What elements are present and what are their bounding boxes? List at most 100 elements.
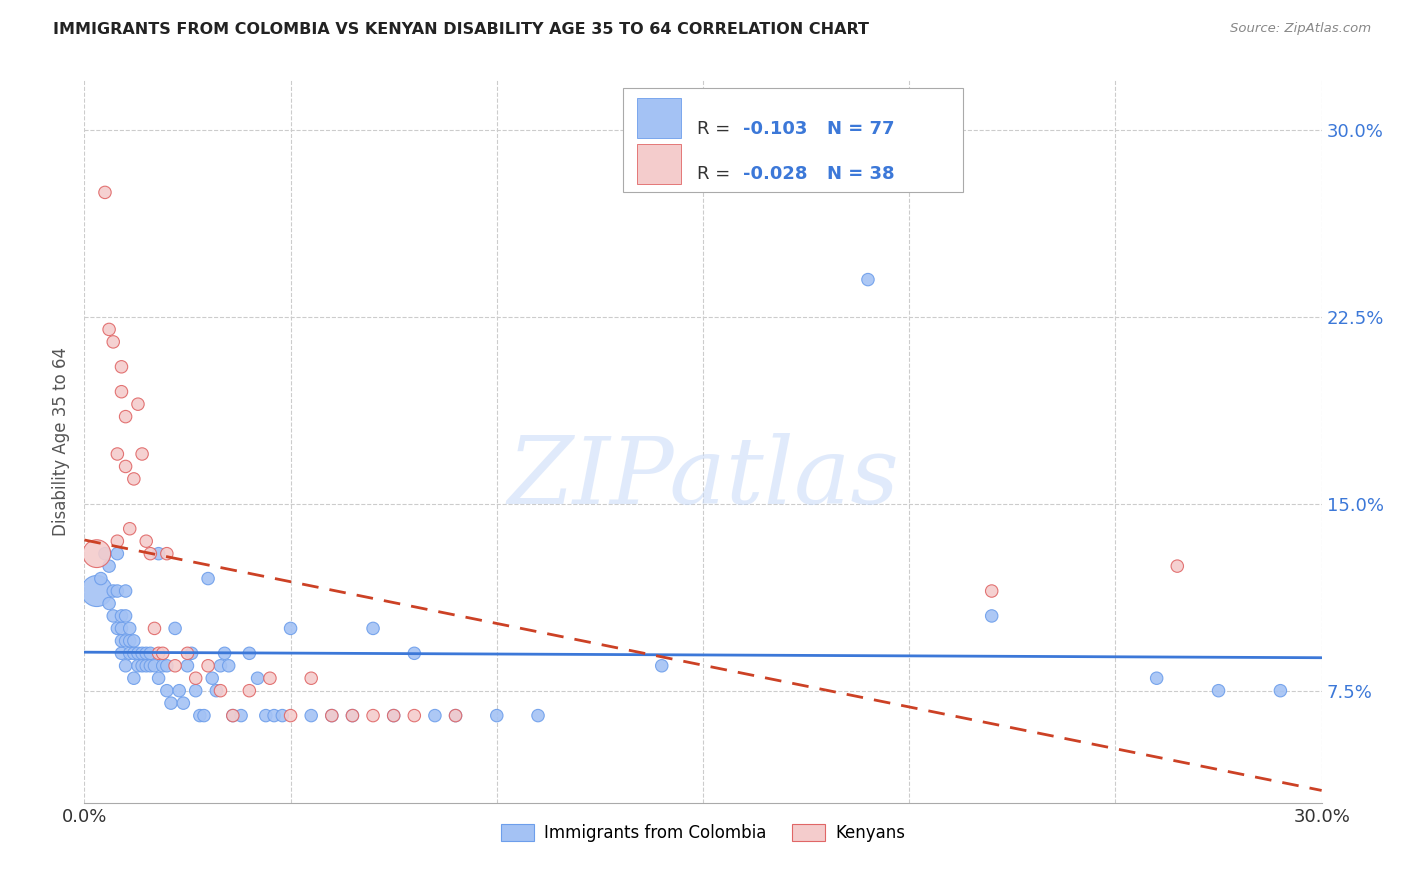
Point [86, 547, 108, 561]
Point [361, 621, 384, 635]
Point [222, 708, 245, 723]
Point [1208, 683, 1230, 698]
Point [271, 708, 294, 723]
Point [197, 572, 219, 586]
Point [1270, 683, 1292, 698]
Point [148, 646, 170, 660]
Point [280, 621, 302, 635]
Point [143, 658, 166, 673]
Point [122, 633, 145, 648]
Point [321, 708, 343, 723]
Point [1166, 559, 1188, 574]
Point [152, 658, 174, 673]
Point [160, 696, 183, 710]
Point [98, 597, 121, 611]
Point [156, 658, 179, 673]
Point [94, 547, 117, 561]
Point [127, 646, 149, 660]
Point [299, 671, 322, 685]
Text: IMMIGRANTS FROM COLOMBIA VS KENYAN DISABILITY AGE 35 TO 64 CORRELATION CHART: IMMIGRANTS FROM COLOMBIA VS KENYAN DISAB… [53, 22, 869, 37]
Point [180, 646, 202, 660]
Point [856, 272, 879, 286]
Y-axis label: Disability Age 35 to 64: Disability Age 35 to 64 [52, 347, 70, 536]
Point [135, 658, 157, 673]
Point [86, 584, 108, 599]
Point [94, 186, 117, 200]
Point [382, 708, 405, 723]
Text: N = 77: N = 77 [827, 120, 894, 137]
Point [118, 621, 141, 635]
Point [114, 459, 136, 474]
Point [201, 671, 224, 685]
Point [382, 708, 405, 723]
Point [165, 658, 187, 673]
Point [118, 646, 141, 660]
Point [122, 472, 145, 486]
Point [404, 708, 426, 723]
Point [148, 671, 170, 685]
Point [131, 658, 153, 673]
Point [143, 621, 166, 635]
Point [152, 646, 174, 660]
Point [131, 646, 153, 660]
Point [222, 708, 245, 723]
Point [103, 334, 125, 349]
Point [246, 671, 269, 685]
Point [114, 609, 136, 624]
Point [651, 658, 673, 673]
Point [176, 646, 198, 660]
Point [342, 708, 364, 723]
Point [105, 547, 128, 561]
Point [361, 708, 384, 723]
Point [156, 683, 179, 698]
Point [98, 559, 121, 574]
Point [176, 658, 198, 673]
Point [259, 671, 281, 685]
Point [103, 609, 125, 624]
Point [139, 658, 162, 673]
Point [114, 658, 136, 673]
FancyBboxPatch shape [637, 144, 681, 184]
Text: R =: R = [697, 120, 735, 137]
Point [184, 683, 207, 698]
Point [167, 683, 190, 698]
Point [218, 658, 240, 673]
Point [110, 633, 132, 648]
Point [148, 547, 170, 561]
Point [404, 646, 426, 660]
Point [131, 447, 153, 461]
Point [444, 708, 467, 723]
Point [209, 683, 232, 698]
Point [485, 708, 508, 723]
Point [156, 547, 179, 561]
Point [1146, 671, 1168, 685]
Point [172, 696, 194, 710]
Point [980, 609, 1002, 624]
Point [321, 708, 343, 723]
Point [114, 584, 136, 599]
Point [105, 584, 128, 599]
FancyBboxPatch shape [623, 87, 963, 193]
Point [135, 646, 157, 660]
Point [184, 671, 207, 685]
Point [110, 609, 132, 624]
Point [118, 633, 141, 648]
Point [118, 522, 141, 536]
Point [139, 646, 162, 660]
Point [110, 384, 132, 399]
Text: -0.028: -0.028 [742, 165, 807, 183]
Text: Source: ZipAtlas.com: Source: ZipAtlas.com [1230, 22, 1371, 36]
Point [209, 658, 232, 673]
Point [110, 621, 132, 635]
Text: ZIPatlas: ZIPatlas [508, 433, 898, 523]
Legend: Immigrants from Colombia, Kenyans: Immigrants from Colombia, Kenyans [495, 817, 911, 848]
Point [238, 646, 260, 660]
Point [197, 658, 219, 673]
Point [98, 322, 121, 336]
Point [214, 646, 236, 660]
Point [90, 572, 112, 586]
FancyBboxPatch shape [637, 98, 681, 138]
Point [205, 683, 228, 698]
Point [165, 621, 187, 635]
Point [103, 584, 125, 599]
